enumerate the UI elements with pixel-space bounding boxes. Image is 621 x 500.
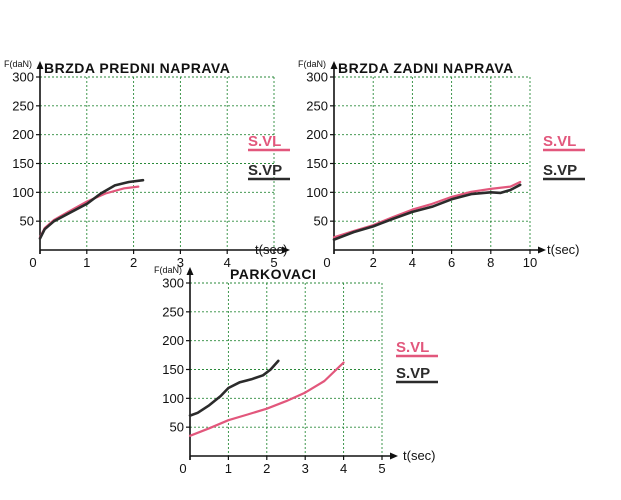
y-tick-label: 250	[306, 98, 328, 113]
x-tick-label: 8	[487, 255, 494, 270]
x-axis-label: t(sec)	[255, 242, 288, 257]
y-tick-label: 50	[170, 420, 184, 435]
y-tick-label: 100	[12, 185, 34, 200]
x-tick-label: 1	[83, 255, 90, 270]
legend-label-s-vp: S.VP	[396, 365, 430, 382]
chart-title: BRZDA ZADNI NAPRAVA	[338, 60, 514, 76]
chart-panel-2: 50 100 150 200 250 300 0 2 4 6 8 10 F(daN) t(sec) BRZD…	[298, 59, 585, 270]
legend-label-s-vl: S.VL	[396, 339, 429, 356]
y-tick-label: 150	[162, 362, 184, 377]
x-tick-label: 2	[130, 255, 137, 270]
x-axis-label: t(sec)	[547, 242, 580, 257]
y-axis-arrow	[186, 267, 194, 275]
y-tick-label: 100	[162, 391, 184, 406]
x-tick-label: 2	[370, 255, 377, 270]
x-tick-label: 0	[179, 461, 186, 476]
chart-title: PARKOVACI	[230, 266, 316, 282]
legend-label-s-vp: S.VP	[543, 162, 577, 179]
y-axis-label: F(daN)	[4, 59, 32, 69]
x-tick-label: 1	[225, 461, 232, 476]
x-tick-label: 2	[263, 461, 270, 476]
y-tick-label: 300	[12, 70, 34, 85]
x-tick-label: 6	[448, 255, 455, 270]
x-tick-label: 5	[270, 255, 277, 270]
y-tick-label: 300	[162, 276, 184, 291]
chart-panel-3: 50 100 150 200 250 300 0 1 2 3 4 5 F(daN) t(sec) PARKO…	[154, 265, 438, 476]
x-tick-label: 0	[323, 255, 330, 270]
legend-label-s-vl: S.VL	[248, 133, 281, 150]
chart-title: BRZDA PREDNI NAPRAVA	[44, 60, 230, 76]
x-tick-label: 3	[177, 255, 184, 270]
series-line-s-vp	[38, 178, 145, 240]
y-tick-label: 50	[314, 214, 328, 229]
legend-label-s-vl: S.VL	[543, 133, 576, 150]
y-tick-label: 100	[306, 185, 328, 200]
y-tick-label: 300	[306, 70, 328, 85]
x-tick-label: 10	[523, 255, 537, 270]
x-tick-label: 0	[29, 255, 36, 270]
x-axis-label: t(sec)	[403, 448, 436, 463]
series-line-s-vl	[38, 185, 140, 239]
y-axis-label: F(daN)	[298, 59, 326, 69]
legend-label-s-vp: S.VP	[248, 162, 282, 179]
x-tick-label: 3	[302, 461, 309, 476]
y-tick-label: 250	[162, 304, 184, 319]
y-tick-label: 250	[12, 98, 34, 113]
series-line-s-vl	[188, 361, 345, 437]
y-tick-label: 150	[12, 156, 34, 171]
x-tick-label: 5	[378, 461, 385, 476]
y-tick-label: 200	[306, 127, 328, 142]
y-tick-label: 50	[20, 214, 34, 229]
series-line-s-vp	[188, 359, 280, 417]
y-axis-arrow	[36, 61, 44, 69]
x-axis-arrow	[390, 452, 398, 460]
y-axis-label: F(daN)	[154, 265, 182, 275]
y-tick-label: 150	[306, 156, 328, 171]
y-axis-arrow	[330, 61, 338, 69]
x-tick-label: 4	[224, 255, 231, 270]
chart-panel-1: 50 100 150 200 250 300 0 1 2 3 4 5 F(daN) t(sec) BRZDA…	[4, 59, 290, 270]
x-axis-arrow	[538, 246, 546, 254]
x-axis-arrow	[282, 246, 290, 254]
y-tick-label: 200	[162, 333, 184, 348]
x-tick-label: 4	[409, 255, 416, 270]
y-tick-label: 200	[12, 127, 34, 142]
series-line-s-vp	[332, 183, 522, 241]
x-tick-label: 4	[340, 461, 347, 476]
